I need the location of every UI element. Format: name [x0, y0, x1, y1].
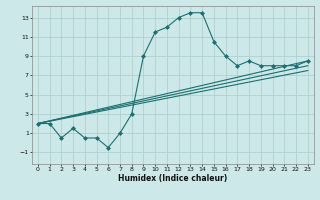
X-axis label: Humidex (Indice chaleur): Humidex (Indice chaleur) [118, 174, 228, 183]
